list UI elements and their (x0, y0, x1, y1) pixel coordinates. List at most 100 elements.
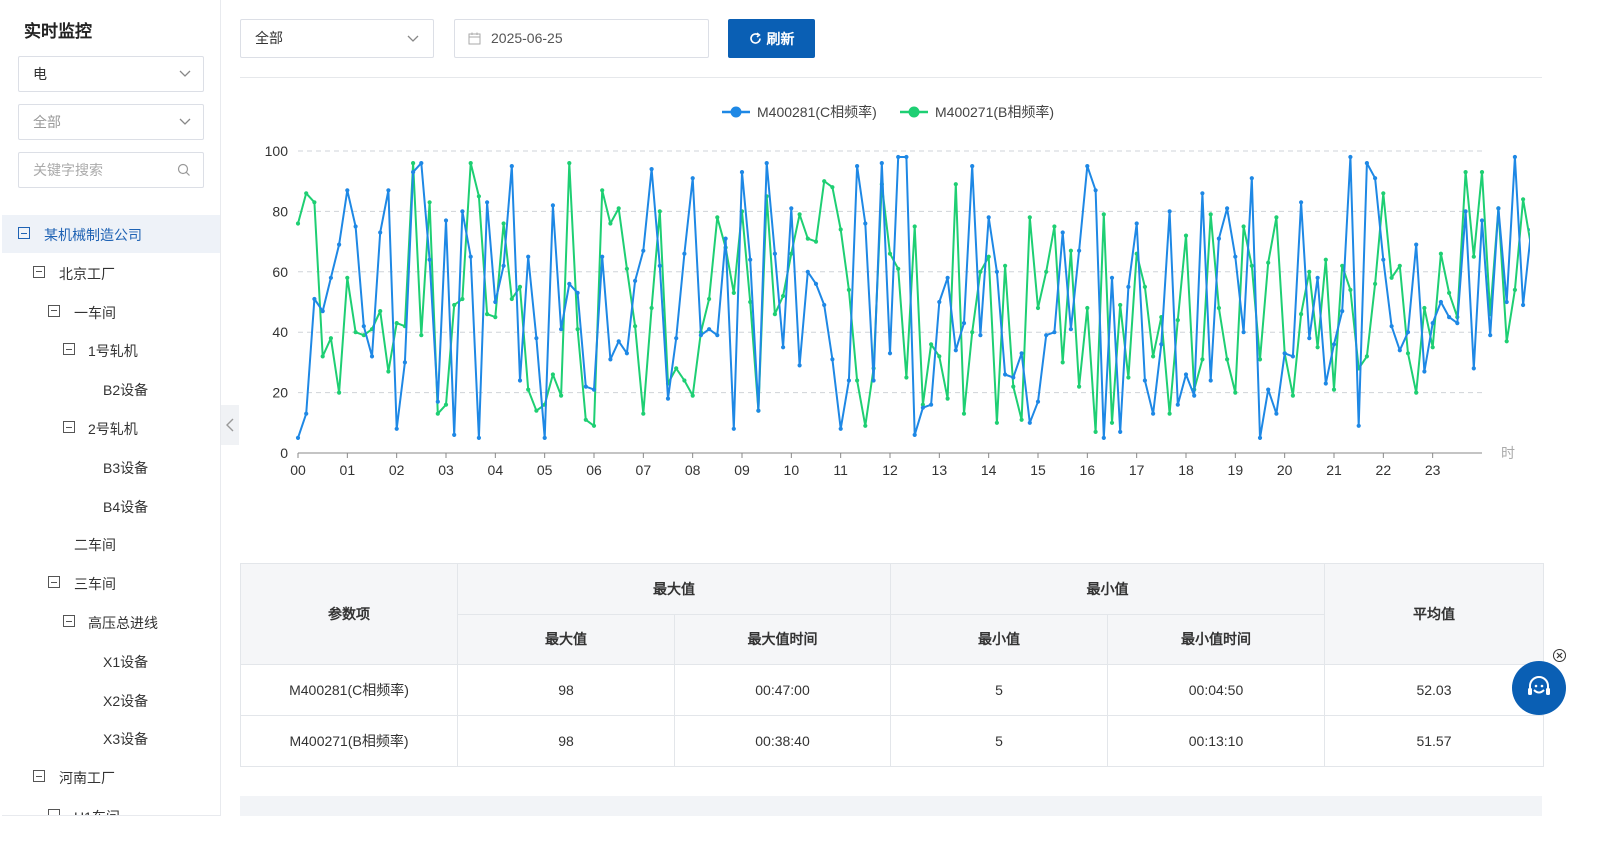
tree-node[interactable]: 二车间 (2, 525, 220, 563)
header-min-time: 最小值时间 (1107, 613, 1325, 665)
data-point (411, 161, 416, 166)
x-tick-label: 22 (1376, 462, 1392, 478)
data-point (542, 435, 547, 440)
data-point (1044, 333, 1049, 338)
data-point (1504, 339, 1509, 344)
tree-node[interactable]: B4设备 (2, 487, 220, 525)
collapse-toggle-icon[interactable] (48, 576, 60, 589)
tree-node[interactable]: 高压总进线 (2, 603, 220, 641)
close-help-button[interactable] (1553, 649, 1566, 662)
chevron-left-icon (226, 418, 234, 432)
sidebar-collapse-handle[interactable] (221, 405, 239, 445)
tree-node[interactable]: H1车间 (2, 797, 220, 815)
data-point (1233, 390, 1238, 395)
data-point (879, 161, 884, 166)
energy-type-select[interactable]: 电 (18, 56, 204, 92)
data-point (945, 396, 950, 401)
tree-node[interactable]: 河南工厂 (2, 758, 220, 796)
collapse-toggle-icon[interactable] (33, 770, 45, 783)
refresh-icon (749, 32, 761, 44)
collapse-toggle-icon[interactable] (48, 809, 60, 815)
keyword-search-input[interactable]: 关键字搜索 (18, 152, 204, 188)
data-point (1340, 263, 1345, 268)
tree-node[interactable]: 三车间 (2, 564, 220, 602)
tree-node[interactable]: X3设备 (2, 719, 220, 757)
y-tick-label: 20 (272, 385, 288, 401)
tree-node[interactable]: 北京工厂 (2, 254, 220, 292)
data-point (591, 423, 597, 428)
data-point (1430, 345, 1435, 350)
collapse-toggle-icon[interactable] (18, 227, 30, 239)
data-point (1315, 345, 1320, 350)
data-point (813, 239, 819, 244)
data-point (1208, 212, 1213, 217)
data-point (739, 170, 745, 175)
data-point (337, 390, 342, 395)
data-point (731, 290, 736, 295)
data-point (1274, 411, 1279, 416)
data-point (501, 263, 506, 268)
data-point (1290, 393, 1295, 398)
data-point (1397, 263, 1402, 268)
data-point (1035, 305, 1041, 311)
data-point (970, 164, 975, 169)
data-point (1052, 330, 1057, 335)
refresh-button[interactable]: 刷新 (728, 19, 815, 58)
tree-node[interactable]: B3设备 (2, 448, 220, 486)
data-point (1307, 336, 1312, 341)
header-param: 参数项 (240, 563, 458, 665)
search-icon[interactable] (177, 163, 191, 177)
scope-select[interactable]: 全部 (18, 104, 204, 140)
toolbar-divider (240, 77, 1542, 78)
data-point (402, 360, 407, 365)
data-point (707, 327, 712, 332)
data-point (698, 333, 703, 338)
collapse-toggle-icon[interactable] (63, 343, 75, 356)
date-picker[interactable]: 2025-06-25 (454, 19, 709, 58)
data-point (994, 420, 1000, 425)
data-point (863, 221, 868, 226)
tree-node[interactable]: X2设备 (2, 681, 220, 719)
data-point (526, 254, 531, 259)
x-tick-label: 19 (1228, 462, 1244, 478)
data-point (633, 324, 638, 329)
cell-param: M400281(C相频率) (240, 664, 458, 716)
data-point (345, 188, 350, 193)
data-point (838, 227, 843, 232)
tree-node[interactable]: 1号轧机 (2, 331, 220, 369)
data-point (1068, 248, 1073, 253)
data-point (937, 354, 942, 359)
header-max-time: 最大值时间 (674, 613, 891, 665)
data-point (337, 242, 342, 247)
tree-node[interactable]: B2设备 (2, 370, 220, 408)
data-point (624, 351, 629, 356)
data-point (772, 312, 778, 317)
tree-node-label: 1号轧机 (88, 343, 138, 360)
data-point (1348, 154, 1353, 160)
tree-node[interactable]: 某机械制造公司 (2, 215, 220, 253)
stats-table: 参数项 最大值 最小值 平均值 最大值 最大值时间 最小值 最小值时间 M400… (240, 563, 1544, 767)
data-point (1455, 321, 1460, 326)
collapse-toggle-icon[interactable] (63, 615, 75, 627)
data-point (460, 209, 465, 214)
collapse-toggle-icon[interactable] (48, 304, 60, 317)
filter-select[interactable]: 全部 (240, 19, 434, 58)
data-point (1381, 191, 1386, 196)
data-point (1331, 342, 1337, 347)
data-point (682, 378, 687, 383)
tree-node[interactable]: 一车间 (2, 293, 220, 331)
tree-node[interactable]: X1设备 (2, 642, 220, 680)
data-point (1060, 230, 1065, 235)
data-point (1356, 423, 1361, 428)
collapse-toggle-icon[interactable] (63, 421, 75, 433)
data-point (1126, 375, 1131, 380)
x-tick-label: 01 (340, 462, 356, 478)
data-point (1052, 224, 1057, 229)
x-tick-label: 04 (488, 462, 504, 478)
collapse-toggle-icon[interactable] (33, 265, 45, 278)
data-point (517, 378, 523, 383)
data-point (1011, 384, 1016, 389)
tree-node[interactable]: 2号轧机 (2, 409, 220, 447)
data-point (575, 290, 580, 295)
customer-service-button[interactable] (1512, 661, 1566, 715)
